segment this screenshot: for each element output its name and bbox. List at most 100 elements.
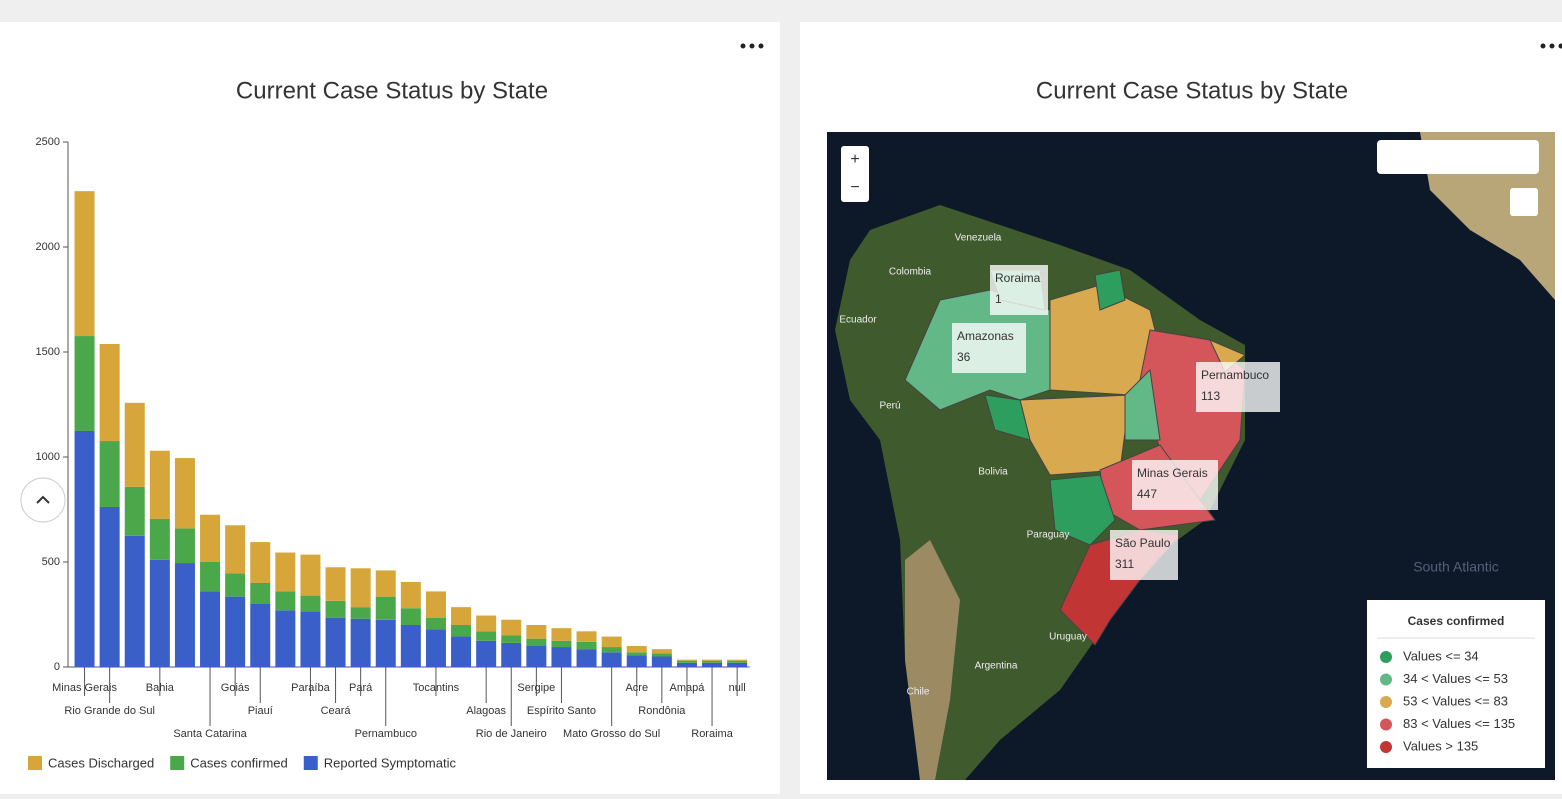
bar-segment: [501, 620, 521, 636]
bar-segment: [602, 637, 622, 648]
bar-segment: [652, 649, 672, 653]
bar-segment: [150, 451, 170, 519]
bar-segment: [125, 487, 145, 536]
bar-segment: [376, 570, 396, 596]
country-label: Uruguay: [1049, 632, 1087, 643]
bar-segment: [351, 568, 371, 607]
legend-item: Values > 135: [1403, 738, 1478, 753]
x-tick-label: Bahia: [146, 682, 175, 694]
country-label: Bolivia: [978, 467, 1008, 478]
legend-item: 34 < Values <= 53: [1403, 671, 1508, 686]
state-value: 311: [1115, 557, 1134, 571]
bar-segment: [426, 629, 446, 667]
search-box[interactable]: [1377, 140, 1539, 174]
bar-segment: [300, 596, 320, 612]
country-label: South Atlantic: [1413, 559, 1499, 575]
y-tick-label: 1000: [36, 451, 60, 463]
bar-segment: [376, 620, 396, 667]
x-tick-label: Piauí: [248, 705, 273, 717]
legend-swatch: [28, 756, 42, 770]
bar-segment: [652, 657, 672, 668]
x-tick-label: Ceará: [321, 705, 352, 717]
x-tick-label: Minas Gerais: [52, 682, 117, 694]
bar-segment: [376, 597, 396, 620]
bar-segment: [401, 582, 421, 608]
country-label: Argentina: [975, 661, 1018, 672]
bar-segment: [551, 641, 571, 647]
bar-segment: [351, 619, 371, 667]
x-tick-label: Tocantins: [413, 682, 460, 694]
legend-dot: [1380, 674, 1392, 686]
bar-segment: [476, 631, 496, 640]
menu-dots[interactable]: [741, 44, 764, 49]
legend-label: Cases confirmed: [190, 755, 288, 770]
legend-dot: [1380, 651, 1392, 663]
legend-dot: [1380, 719, 1392, 731]
x-tick-label: Roraima: [691, 728, 733, 740]
bar-segment: [627, 655, 647, 667]
state-name: Pernambuco: [1201, 368, 1269, 382]
x-tick-label: Mato Grosso do Sul: [563, 728, 660, 740]
state-name: Roraima: [995, 271, 1041, 285]
bar-segment: [401, 625, 421, 667]
bar-segment: [602, 647, 622, 652]
bar-segment: [727, 660, 747, 661]
bar-segment: [652, 653, 672, 656]
y-tick-label: 0: [54, 661, 60, 673]
bar-segment: [451, 607, 471, 625]
x-tick-label: null: [729, 682, 746, 694]
country-label: Colombia: [889, 267, 932, 278]
bar-segment: [326, 618, 346, 667]
state-value: 1: [995, 292, 1002, 306]
bar-segment: [401, 608, 421, 625]
x-tick-label: Goiás: [221, 682, 250, 694]
bar-segment: [75, 191, 95, 336]
bar-segment: [200, 515, 220, 562]
bar-segment: [702, 661, 722, 663]
zoom-out[interactable]: −: [850, 179, 859, 196]
bar-segment: [727, 663, 747, 667]
legend-swatch: [304, 756, 318, 770]
bar-segment: [627, 652, 647, 655]
bar-segment: [275, 591, 295, 610]
bar-segment: [702, 663, 722, 667]
bar-segment: [326, 567, 346, 601]
bar-segment: [175, 458, 195, 528]
x-tick-label: Sergipe: [517, 682, 555, 694]
bar-segment: [300, 555, 320, 596]
zoom-in[interactable]: +: [850, 151, 859, 168]
x-tick-label: Pará: [349, 682, 373, 694]
state-name: Amazonas: [957, 329, 1014, 343]
bar-segment: [175, 563, 195, 667]
bar-segment: [100, 441, 120, 507]
state-value: 447: [1137, 487, 1157, 501]
state-value: 113: [1201, 389, 1220, 403]
x-tick-label: Acre: [625, 682, 648, 694]
layers-button[interactable]: [1510, 188, 1538, 216]
legend-label: Reported Symptomatic: [324, 755, 457, 770]
x-tick-label: Rio de Janeiro: [476, 728, 547, 740]
bar-segment: [125, 536, 145, 667]
bar-segment: [677, 660, 697, 661]
bar-segment: [250, 583, 270, 604]
x-tick-label: Amapá: [670, 682, 706, 694]
x-tick-label: Pernambuco: [355, 728, 417, 740]
bar-segment: [476, 641, 496, 667]
bar-segment: [526, 625, 546, 639]
bar-segment: [577, 642, 597, 649]
bar-segment: [150, 560, 170, 667]
x-tick-label: Alagoas: [466, 705, 506, 717]
bar-segment: [426, 618, 446, 630]
x-tick-label: Rondônia: [638, 705, 686, 717]
chart-title: Current Case Status by State: [236, 77, 548, 104]
bar-segment: [275, 610, 295, 667]
bar-segment: [426, 591, 446, 617]
bar-segment: [577, 631, 597, 642]
bar-segment: [551, 628, 571, 641]
bar-segment: [451, 637, 471, 667]
scroll-button[interactable]: [21, 478, 65, 522]
country-label: Perú: [879, 401, 900, 412]
bar-segment: [150, 519, 170, 560]
y-tick-label: 1500: [36, 346, 60, 358]
